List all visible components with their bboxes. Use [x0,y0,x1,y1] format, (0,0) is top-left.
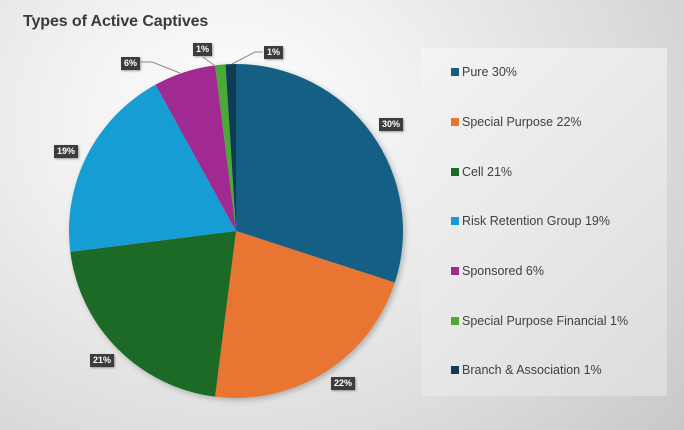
legend-item-risk-retention-group[interactable]: Risk Retention Group 19% [451,213,610,229]
legend-item-pure[interactable]: Pure 30% [451,64,517,80]
data-label-risk-retention-group: 19% [54,145,79,158]
chart-legend: Pure 30% Special Purpose 22% Cell 21% Ri… [421,48,667,396]
pie-slice-branch-association[interactable] [225,64,236,231]
leader-line-sponsored [141,61,181,74]
data-label-special-purpose: 22% [331,377,356,390]
data-label-special-purpose-financial: 1% [193,43,213,56]
legend-label: Special Purpose 22% [462,115,582,129]
legend-item-special-purpose[interactable]: Special Purpose 22% [451,114,582,130]
legend-swatch-icon [451,317,459,325]
pie-slice-risk-retention-group[interactable] [69,84,236,252]
legend-label: Special Purpose Financial 1% [462,314,629,328]
legend-swatch-icon [451,366,459,374]
legend-swatch-icon [451,217,459,225]
legend-label: Pure 30% [462,65,517,79]
legend-label: Sponsored 6% [462,264,545,278]
legend-label: Cell 21% [462,165,513,179]
legend-swatch-icon [451,267,459,275]
data-label-sponsored: 6% [121,57,141,70]
pie-slice-pure[interactable] [236,64,404,283]
legend-item-cell[interactable]: Cell 21% [451,164,512,180]
legend-item-special-purpose-financial[interactable]: Special Purpose Financial 1% [451,313,628,329]
legend-swatch-icon [451,168,459,176]
pie-slice-special-purpose-financial[interactable] [215,64,236,231]
data-label-pure: 30% [379,118,404,131]
leader-line-branch [231,51,263,65]
data-label-cell: 21% [90,354,115,367]
legend-item-branch-association[interactable]: Branch & Association 1% [451,362,602,378]
pie-slice-cell[interactable] [70,231,236,397]
legend-item-sponsored[interactable]: Sponsored 6% [451,263,544,279]
pie-slice-special-purpose[interactable] [215,231,395,398]
legend-label: Risk Retention Group 19% [462,214,610,228]
chart-title: Types of Active Captives [23,13,209,30]
legend-swatch-icon [451,68,459,76]
legend-label: Branch & Association 1% [462,363,602,377]
pie-slice-sponsored[interactable] [155,65,236,231]
legend-swatch-icon [451,118,459,126]
data-label-branch-association: 1% [264,46,284,59]
leader-line-spf [202,56,215,66]
